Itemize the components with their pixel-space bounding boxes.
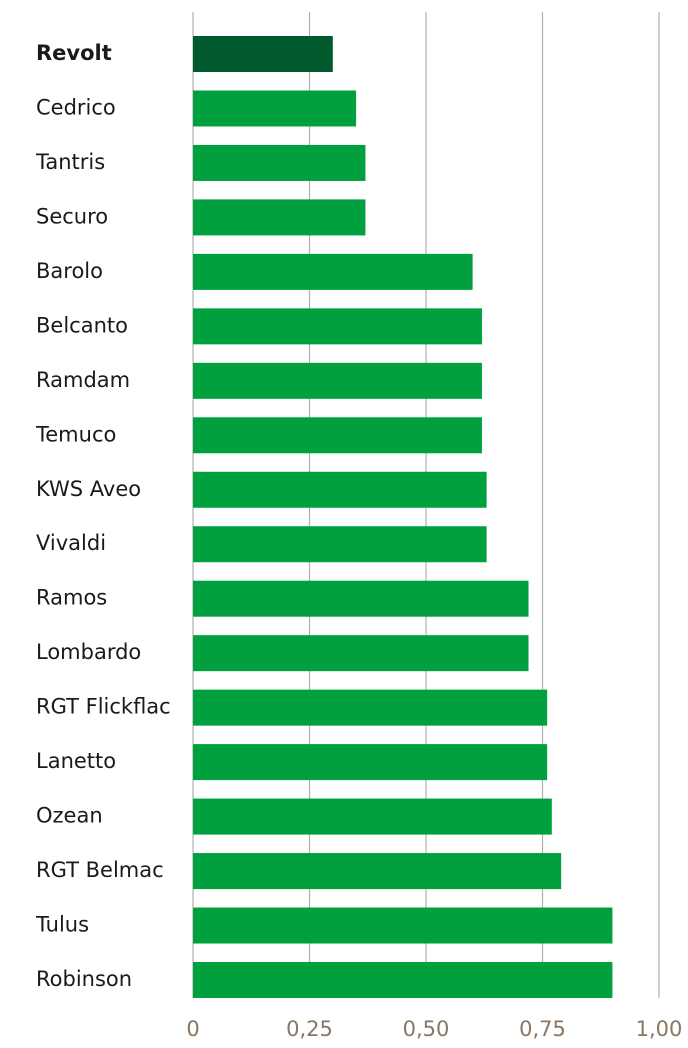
bar [193,580,529,617]
bar [193,199,366,236]
bar [193,853,562,890]
y-tick-label: Tantris [35,150,105,174]
y-tick-label: Lanetto [36,749,116,773]
bar [193,526,487,563]
bar [193,798,552,835]
bar [193,253,473,290]
bar [193,907,613,944]
y-tick-label: Ozean [36,804,103,828]
y-tick-label: Revolt [36,41,112,65]
bar [193,961,613,998]
x-tick-label: 1,00 [636,1017,683,1041]
bar [193,635,529,672]
bar [193,308,482,345]
y-tick-label: RGT Flickflac [36,695,171,719]
y-tick-label: RGT Belmac [36,858,164,882]
y-tick-label: Tulus [35,913,89,937]
y-tick-label: Barolo [36,259,103,283]
x-tick-label: 0,75 [519,1017,566,1041]
y-tick-label: Temuco [35,422,116,446]
y-tick-label: KWS Aveo [36,477,141,501]
bar [193,689,548,726]
x-tick-label: 0 [186,1017,199,1041]
y-tick-label: Ramdam [36,368,130,392]
bar [193,744,548,781]
y-tick-label: Ramos [36,586,107,610]
x-tick-label: 0,25 [286,1017,333,1041]
bar [193,36,333,72]
y-tick-label: Belcanto [36,313,128,337]
bar [193,144,366,181]
bar [193,362,482,399]
bar [193,90,357,127]
y-tick-label: Lombardo [36,640,141,664]
y-tick-label: Robinson [36,967,132,991]
y-tick-label: Securo [36,204,108,228]
x-tick-label: 0,50 [403,1017,450,1041]
y-tick-label: Cedrico [36,95,116,119]
bar [193,471,487,508]
y-tick-label: Vivaldi [36,531,106,555]
bar [193,417,482,454]
